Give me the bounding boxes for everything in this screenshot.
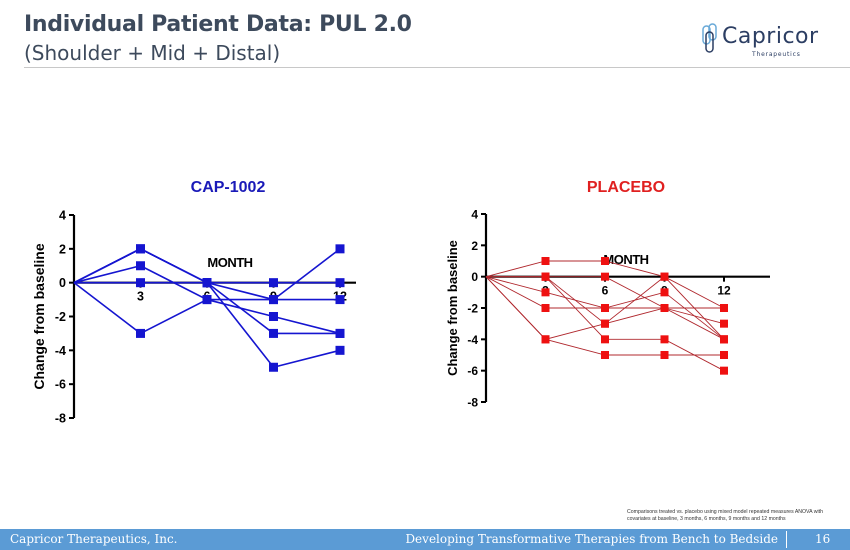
data-point-marker (720, 351, 728, 359)
data-point-marker (720, 304, 728, 312)
x-tick-label: 12 (717, 284, 731, 298)
data-point-marker (136, 244, 145, 254)
data-point-marker (335, 328, 345, 338)
page-subtitle: (Shoulder + Mid + Distal) (24, 41, 281, 65)
data-point-marker (660, 288, 669, 297)
page-number: 16 (815, 532, 831, 546)
data-point-marker (202, 295, 212, 305)
data-point-marker (335, 244, 345, 254)
x-tick-label: 3 (137, 290, 144, 304)
data-point-marker (335, 295, 345, 305)
data-point-marker (660, 351, 669, 359)
y-tick-label: 0 (59, 276, 66, 290)
data-point-marker (335, 278, 345, 288)
data-point-marker (269, 362, 278, 372)
footer-tagline: Developing Transformative Therapies from… (405, 532, 778, 546)
y-tick-label: -2 (467, 302, 478, 316)
data-point-marker (136, 328, 145, 338)
y-tick-label: 2 (59, 242, 66, 256)
data-point-marker (601, 272, 609, 281)
footer-bar: Capricor Therapeutics, Inc. Developing T… (0, 529, 850, 550)
data-point-marker (541, 288, 550, 297)
company-logo: Capricor Therapeutics (700, 22, 830, 62)
x-axis-title: MONTH (207, 255, 252, 270)
y-tick-label: -6 (55, 378, 66, 392)
y-tick-label: -8 (467, 396, 478, 410)
footer-company: Capricor Therapeutics, Inc. (10, 532, 178, 546)
data-point-marker (601, 304, 609, 312)
data-point-marker (601, 335, 609, 344)
data-point-marker (720, 366, 728, 375)
data-point-marker (720, 319, 728, 328)
logo-mark-icon (702, 23, 717, 53)
chart-title: CAP-1002 (191, 179, 266, 196)
statistical-note: Comparisons treated vs. placebo using mi… (627, 509, 823, 522)
y-tick-label: 4 (59, 209, 66, 223)
data-point-marker (269, 312, 278, 321)
data-point-marker (660, 272, 669, 281)
data-point-marker (136, 278, 145, 288)
y-tick-label: -4 (467, 333, 478, 347)
y-tick-label: 0 (471, 270, 478, 284)
data-point-marker (720, 335, 728, 344)
x-tick-label: 6 (602, 284, 609, 298)
y-axis-title: Change from baseline (31, 243, 47, 389)
logo-name: Capricor (722, 24, 819, 49)
y-tick-label: 2 (471, 239, 478, 253)
data-point-marker (269, 328, 278, 338)
header-divider (24, 67, 850, 68)
y-tick-label: -2 (55, 310, 66, 324)
footer-divider (786, 531, 787, 548)
data-point-marker (541, 304, 550, 312)
page-title: Individual Patient Data: PUL 2.0 (24, 12, 412, 37)
data-point-marker (660, 304, 669, 312)
logo-tagline: Therapeutics (752, 51, 801, 58)
data-point-marker (335, 345, 345, 355)
data-point-marker (136, 261, 145, 271)
data-point-marker (601, 257, 609, 265)
data-point-marker (269, 295, 278, 305)
y-axis-title: Change from baseline (445, 240, 460, 376)
data-point-marker (660, 335, 669, 344)
chart-title: PLACEBO (587, 179, 665, 196)
data-point-marker (541, 257, 550, 265)
y-tick-label: -6 (467, 364, 478, 378)
data-point-marker (541, 335, 550, 344)
y-tick-label: -4 (55, 344, 66, 358)
data-point-marker (601, 351, 609, 359)
x-axis-title: MONTH (603, 252, 648, 267)
data-point-marker (541, 272, 550, 281)
data-point-marker (269, 278, 278, 288)
y-tick-label: 4 (471, 208, 478, 222)
data-point-marker (601, 319, 609, 328)
data-point-marker (202, 278, 212, 288)
y-tick-label: -8 (55, 412, 66, 426)
